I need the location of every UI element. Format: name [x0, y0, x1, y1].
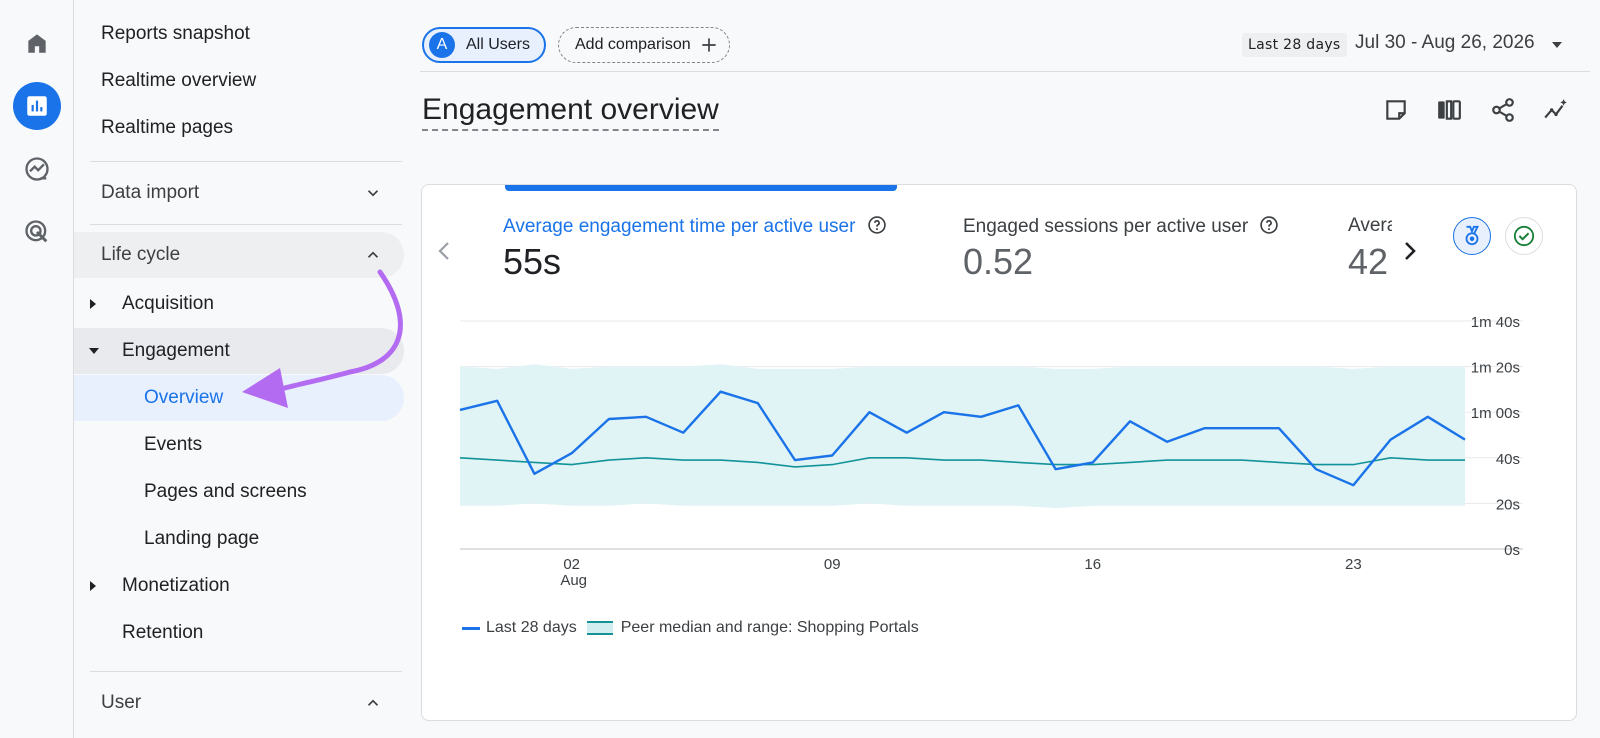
- section-label: Life cycle: [101, 244, 181, 265]
- top-bar: A All Users Add comparison Last 28 days …: [420, 0, 1590, 72]
- nav-reports-snapshot[interactable]: Reports snapshot: [74, 11, 404, 57]
- segment-label: All Users: [466, 36, 531, 53]
- add-comparison-label: Add comparison: [575, 36, 691, 53]
- nav-events[interactable]: Events: [74, 422, 404, 468]
- help-icon[interactable]: [867, 215, 887, 235]
- chevron-left-icon[interactable]: [436, 239, 452, 263]
- nav-realtime-pages[interactable]: Realtime pages: [74, 105, 404, 151]
- nav-engagement-overview[interactable]: Overview: [74, 375, 404, 421]
- date-badge: Last 28 days: [1242, 33, 1347, 57]
- insights-icon[interactable]: [1540, 94, 1572, 126]
- nav-landing-page[interactable]: Landing page: [74, 516, 404, 562]
- nav-label: Events: [144, 434, 203, 455]
- nav-acquisition[interactable]: Acquisition: [74, 281, 404, 327]
- customize-report-icon[interactable]: [1380, 94, 1412, 126]
- expand-arrow-icon: [90, 299, 96, 309]
- peer-median-line: [459, 456, 1465, 468]
- section-user[interactable]: User: [74, 680, 404, 726]
- metric-value: 0.52: [963, 241, 1034, 282]
- section-label: Data import: [101, 182, 200, 203]
- section-life-cycle[interactable]: Life cycle: [74, 232, 404, 278]
- nav-engagement[interactable]: Engagement: [74, 328, 404, 374]
- legend-swatch-band: [586, 621, 613, 635]
- x-tick-label: 09: [824, 556, 841, 573]
- caret-down-icon[interactable]: [1550, 40, 1564, 50]
- add-comparison-button[interactable]: Add comparison: [558, 27, 730, 63]
- nav-monetization[interactable]: Monetization: [74, 563, 404, 609]
- nav-label: Overview: [144, 387, 224, 408]
- compare-icon[interactable]: [1433, 94, 1465, 126]
- x-tick-label: 02: [563, 556, 580, 573]
- nav-label: Realtime overview: [101, 70, 257, 91]
- engagement-chart-card: Average engagement time per active user …: [421, 184, 1577, 721]
- chart-legend: Last 28 days Peer median and range: Shop…: [462, 619, 919, 637]
- expand-arrow-icon: [90, 581, 96, 591]
- share-icon[interactable]: [1487, 94, 1519, 126]
- nav-pages-and-screens[interactable]: Pages and screens: [74, 469, 404, 515]
- date-range-picker[interactable]: Jul 30 - Aug 26, 2026: [1355, 32, 1535, 53]
- metric-value: 42: [1348, 241, 1389, 282]
- nav-label: Engagement: [122, 340, 230, 361]
- nav-label: Landing page: [144, 528, 260, 549]
- annotation-arrow: [242, 269, 403, 408]
- nav-label: Reports snapshot: [101, 23, 250, 44]
- metric-tab-avg-engagement[interactable]: Average engagement time per active user: [503, 215, 887, 238]
- explore-icon[interactable]: [13, 145, 61, 193]
- x-tick-label: 23: [1345, 556, 1362, 573]
- section-data-import[interactable]: Data import: [74, 170, 404, 216]
- peer-range-band: [460, 364, 1465, 508]
- chevron-up-icon: [367, 251, 379, 258]
- chevron-up-icon: [367, 699, 379, 706]
- divider: [90, 224, 402, 225]
- segment-chip[interactable]: A All Users: [422, 27, 546, 63]
- legend-series-label: Last 28 days: [486, 619, 577, 636]
- y-tick-label: 20s: [1496, 496, 1520, 513]
- y-tick-label: 0s: [1504, 542, 1520, 559]
- legend-band-label: Peer median and range: Shopping Portals: [620, 619, 919, 636]
- collapse-arrow-icon: [89, 348, 99, 354]
- section-label: User: [101, 692, 142, 713]
- page-title: Engagement overview: [422, 93, 719, 131]
- metric-tab-truncated[interactable]: Avera 42: [1348, 209, 1392, 289]
- plus-icon: [701, 38, 716, 52]
- y-tick-label: 1m 20s: [1471, 360, 1520, 377]
- metric-label: Avera: [1348, 215, 1392, 236]
- reports-icon[interactable]: [13, 82, 61, 130]
- x-tick-sublabel: Aug: [560, 572, 587, 589]
- divider: [90, 671, 402, 672]
- nav-label: Realtime pages: [101, 117, 234, 138]
- sidebar-nav: Reports snapshot Realtime overview Realt…: [74, 0, 410, 738]
- nav-retention[interactable]: Retention: [74, 610, 404, 656]
- y-tick-label: 1m 40s: [1471, 314, 1520, 331]
- y-tick-label: 1m 00s: [1471, 405, 1520, 422]
- status-check-icon[interactable]: [1505, 217, 1543, 255]
- x-tick-label: 16: [1084, 556, 1101, 573]
- nav-label: Retention: [122, 622, 204, 643]
- divider: [90, 161, 402, 162]
- chevron-down-icon: [367, 190, 379, 197]
- nav-label: Acquisition: [122, 293, 214, 314]
- metric-label: Average engagement time per active user: [503, 216, 856, 237]
- benchmark-badge-icon[interactable]: [1453, 217, 1491, 255]
- metric-value: 55s: [503, 241, 562, 282]
- series-line-last-28-days: [459, 390, 1466, 487]
- legend-swatch-line: [462, 626, 480, 630]
- nav-label: Pages and screens: [144, 481, 307, 502]
- nav-realtime-overview[interactable]: Realtime overview: [74, 58, 404, 104]
- home-icon[interactable]: [13, 19, 61, 67]
- segment-avatar: A: [429, 32, 455, 58]
- active-metric-indicator: [505, 185, 897, 191]
- help-icon[interactable]: [1259, 215, 1279, 235]
- y-tick-label: 40s: [1496, 451, 1520, 468]
- metric-tab-engaged-sessions[interactable]: Engaged sessions per active user: [963, 215, 1279, 238]
- nav-label: Monetization: [122, 575, 230, 596]
- chevron-right-icon[interactable]: [1402, 239, 1418, 263]
- advertising-icon[interactable]: [13, 208, 61, 256]
- icon-rail: [0, 0, 74, 738]
- metric-label: Engaged sessions per active user: [963, 216, 1249, 237]
